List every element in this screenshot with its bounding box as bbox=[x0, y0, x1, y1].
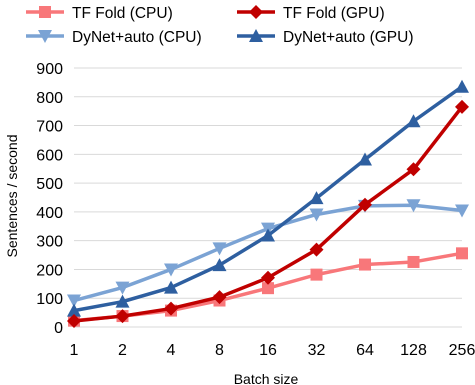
data-point bbox=[358, 197, 372, 212]
x-tick-label: 16 bbox=[259, 342, 277, 359]
y-tick-label: 600 bbox=[36, 147, 63, 164]
data-point bbox=[164, 280, 178, 294]
legend-marker bbox=[38, 30, 52, 43]
y-axis-title: Sentences / second bbox=[4, 135, 20, 258]
legend-label: DyNet+auto (CPU) bbox=[72, 29, 202, 46]
data-point bbox=[455, 99, 469, 114]
data-point bbox=[406, 162, 421, 177]
y-tick-label: 700 bbox=[36, 119, 63, 136]
data-point bbox=[359, 258, 371, 271]
data-point bbox=[67, 294, 81, 308]
y-tick-label: 0 bbox=[54, 320, 63, 337]
data-point bbox=[455, 79, 469, 93]
series-lines bbox=[67, 79, 469, 328]
legend-item: DyNet+auto (CPU) bbox=[26, 29, 202, 46]
data-point bbox=[212, 258, 227, 272]
x-tick-label: 4 bbox=[167, 342, 176, 359]
legend-marker bbox=[249, 5, 263, 19]
x-tick-label: 8 bbox=[215, 342, 224, 359]
data-point bbox=[358, 152, 372, 166]
legend-marker bbox=[249, 29, 263, 42]
data-point bbox=[455, 204, 469, 218]
data-point bbox=[456, 247, 468, 260]
data-point bbox=[212, 242, 227, 256]
y-tick-label: 100 bbox=[36, 291, 63, 308]
legend-item: DyNet+auto (GPU) bbox=[237, 29, 414, 46]
data-point bbox=[67, 313, 81, 328]
legend-label: TF Fold (CPU) bbox=[72, 5, 173, 22]
data-point bbox=[115, 281, 130, 295]
x-tick-label: 1 bbox=[70, 342, 79, 359]
series-tf-fold-gpu bbox=[67, 99, 469, 328]
data-point bbox=[309, 208, 324, 222]
data-point bbox=[212, 290, 227, 305]
y-axis-ticks: 0 100 200 300 400 500 600 700 800 900 bbox=[36, 61, 63, 337]
data-point bbox=[164, 301, 178, 316]
x-axis-ticks: 1 2 4 8 16 32 64 128 256 bbox=[70, 342, 475, 359]
y-tick-label: 500 bbox=[36, 176, 63, 193]
legend-marker bbox=[39, 6, 51, 18]
x-tick-label: 256 bbox=[449, 342, 475, 359]
legend-label: TF Fold (GPU) bbox=[283, 5, 385, 22]
data-point bbox=[406, 114, 421, 128]
data-point bbox=[407, 255, 420, 268]
data-point bbox=[261, 228, 275, 242]
legend-item: TF Fold (GPU) bbox=[237, 5, 385, 22]
y-tick-label: 200 bbox=[36, 262, 63, 279]
data-point bbox=[406, 199, 421, 213]
gridlines bbox=[74, 67, 462, 328]
data-point bbox=[164, 263, 178, 277]
legend-label: DyNet+auto (GPU) bbox=[283, 29, 414, 46]
y-tick-label: 400 bbox=[36, 205, 63, 222]
series-dynet-auto-gpu bbox=[67, 79, 469, 317]
x-tick-label: 128 bbox=[400, 342, 427, 359]
x-axis-title: Batch size bbox=[234, 371, 299, 385]
y-tick-label: 300 bbox=[36, 234, 63, 251]
data-point bbox=[309, 242, 324, 257]
x-tick-label: 64 bbox=[356, 342, 374, 359]
data-point bbox=[115, 294, 130, 308]
y-tick-label: 900 bbox=[36, 61, 63, 78]
data-point bbox=[309, 191, 324, 205]
data-point bbox=[67, 303, 81, 317]
data-point bbox=[262, 282, 274, 295]
data-point bbox=[115, 309, 130, 324]
legend-item: TF Fold (CPU) bbox=[26, 5, 173, 22]
legend: TF Fold (CPU) TF Fold (GPU) DyNet+auto (CP… bbox=[26, 5, 414, 46]
data-point bbox=[261, 270, 275, 285]
x-tick-label: 2 bbox=[118, 342, 127, 359]
data-point bbox=[310, 268, 323, 281]
x-tick-label: 32 bbox=[308, 342, 326, 359]
y-tick-label: 800 bbox=[36, 90, 63, 107]
